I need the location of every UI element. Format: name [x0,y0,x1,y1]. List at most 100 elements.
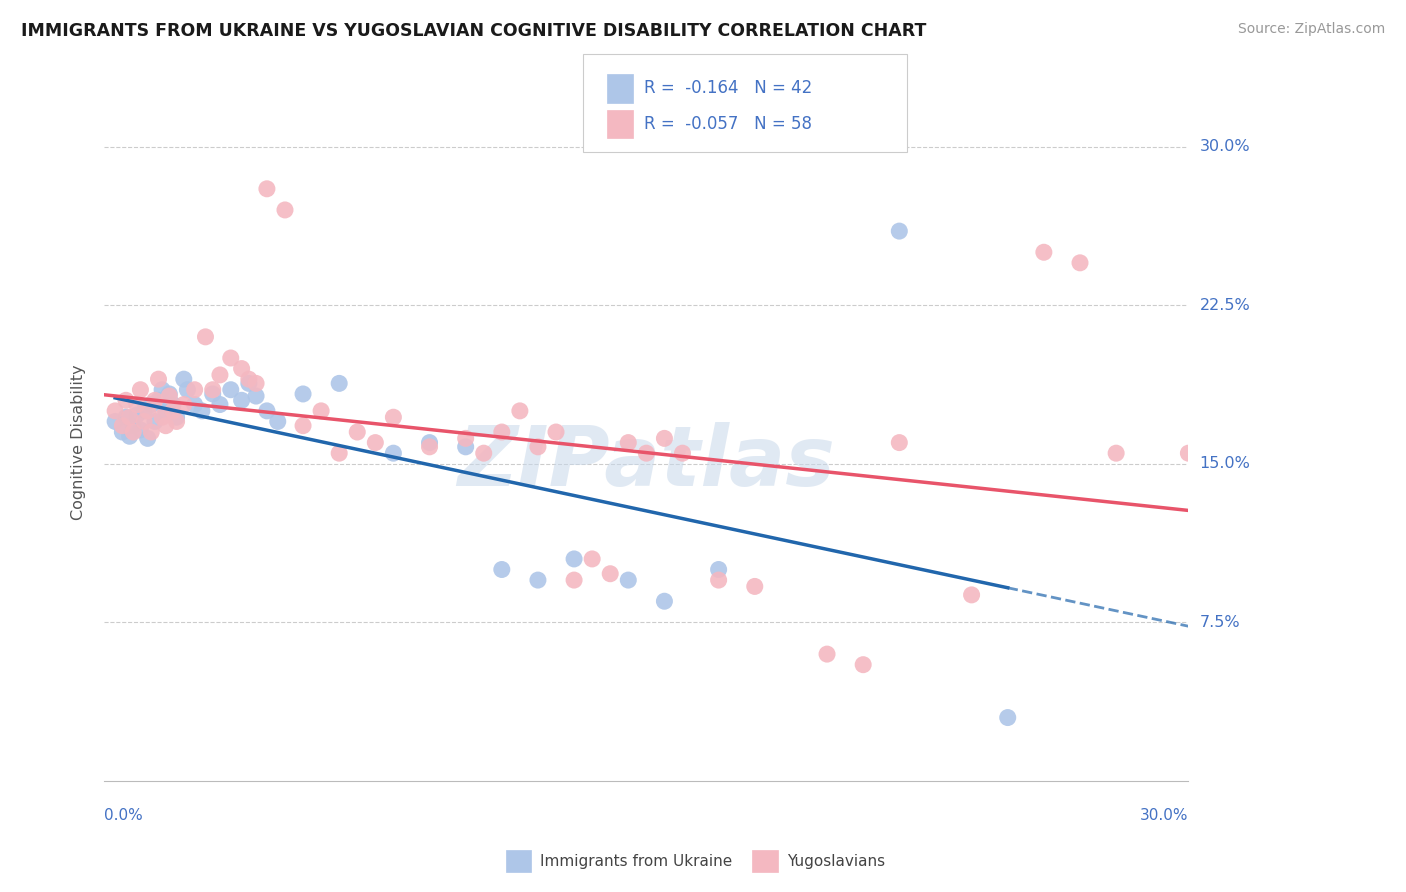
Point [292,387,315,401]
Point [219,351,242,365]
Point [617,435,640,450]
Point [292,418,315,433]
Point [166,410,188,425]
Point [544,425,567,439]
Text: Source: ZipAtlas.com: Source: ZipAtlas.com [1237,22,1385,37]
Point [125,408,148,422]
Point [155,404,177,418]
Point [162,404,184,418]
Point [208,398,231,412]
Point [328,446,350,460]
Point [141,398,163,412]
Point [274,202,297,217]
Point [201,383,224,397]
Point [166,414,188,428]
Point [1032,245,1054,260]
Point [1105,446,1128,460]
Point [581,552,603,566]
Point [245,389,267,403]
Point [150,410,173,425]
Point [364,435,387,450]
Point [162,398,184,412]
Point [527,440,550,454]
Text: R =  -0.057   N = 58: R = -0.057 N = 58 [644,115,811,133]
Point [418,435,440,450]
Point [454,431,477,445]
Point [118,429,141,443]
Point [122,418,145,433]
Point [157,387,180,401]
Point [155,418,177,433]
Point [143,393,166,408]
Point [617,573,640,587]
Point [707,562,730,576]
Point [238,376,260,391]
Point [654,431,676,445]
Point [208,368,231,382]
Point [707,573,730,587]
Text: Yugoslavians: Yugoslavians [787,855,886,869]
Point [201,387,224,401]
Point [509,404,531,418]
Point [562,552,585,566]
Point [346,425,368,439]
Point [173,372,195,386]
Point [148,393,170,408]
Point [104,404,127,418]
Point [1177,446,1199,460]
Point [599,566,621,581]
Point [118,410,141,425]
Point [654,594,676,608]
Point [150,383,173,397]
Point [1069,256,1091,270]
Text: 30.0%: 30.0% [1199,139,1250,154]
Text: 0.0%: 0.0% [104,808,143,823]
Point [111,418,134,433]
Point [122,425,145,439]
Point [328,376,350,391]
Point [132,404,155,418]
Point [671,446,693,460]
Point [256,404,278,418]
Point [472,446,495,460]
Point [454,440,477,454]
Point [231,361,253,376]
Point [194,330,217,344]
Point [491,425,513,439]
Point [960,588,983,602]
Point [744,579,766,593]
Point [191,404,214,418]
Point [889,224,911,238]
Point [115,393,138,408]
Y-axis label: Cognitive Disability: Cognitive Disability [72,365,86,520]
Point [636,446,658,460]
Point [815,647,838,661]
Point [125,398,148,412]
Point [104,414,127,428]
Point [115,410,138,425]
Point [183,383,205,397]
Point [889,435,911,450]
Point [219,383,242,397]
Point [382,410,405,425]
Text: Immigrants from Ukraine: Immigrants from Ukraine [540,855,733,869]
Point [562,573,585,587]
Point [157,389,180,403]
Point [245,376,267,391]
Point [132,414,155,428]
Text: R =  -0.164   N = 42: R = -0.164 N = 42 [644,79,813,97]
Point [148,372,170,386]
Point [852,657,875,672]
Point [382,446,405,460]
Point [111,425,134,439]
Point [136,404,159,418]
Point [309,404,332,418]
Text: 30.0%: 30.0% [1140,808,1188,823]
Text: IMMIGRANTS FROM UKRAINE VS YUGOSLAVIAN COGNITIVE DISABILITY CORRELATION CHART: IMMIGRANTS FROM UKRAINE VS YUGOSLAVIAN C… [21,22,927,40]
Point [267,414,290,428]
Text: 15.0%: 15.0% [1199,456,1250,471]
Text: 7.5%: 7.5% [1199,615,1240,630]
Point [183,398,205,412]
Point [997,710,1019,724]
Point [129,383,152,397]
